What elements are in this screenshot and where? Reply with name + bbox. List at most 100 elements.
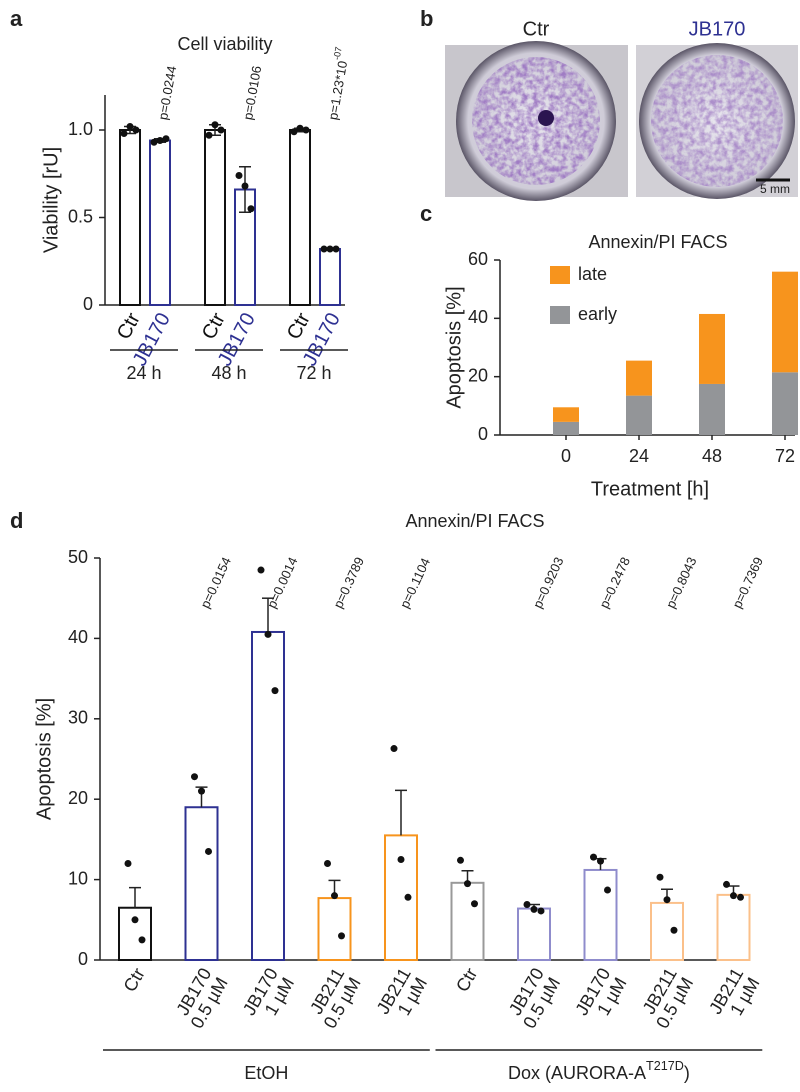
data-point [331, 892, 338, 900]
x-tick-label: JB2110.5 µM [303, 964, 364, 1031]
x-tick-label: Ctr [119, 964, 148, 995]
y-tick-label: 40 [68, 627, 88, 647]
panel-label: b [420, 6, 433, 31]
y-tick-label: 0 [78, 949, 88, 969]
p-value-text: p=0.3789 [331, 555, 368, 611]
x-tick-label: 24 [629, 446, 649, 466]
p-value-text: p=0.0244 [156, 65, 180, 121]
data-point [211, 121, 219, 129]
data-point [162, 135, 170, 143]
legend-swatch [550, 306, 570, 324]
bar-segment [553, 421, 579, 435]
data-point [670, 926, 678, 934]
data-point [264, 630, 272, 638]
x-tick-label: 0 [561, 446, 571, 466]
legend-swatch [550, 266, 570, 284]
x-tick-label: JB1700.5 µM [503, 964, 564, 1031]
bar [184, 806, 219, 961]
data-point [131, 916, 139, 924]
image-label: Ctr [523, 18, 550, 40]
group-label-text: 72 h [296, 363, 331, 383]
bar [716, 893, 751, 961]
bar [650, 901, 684, 962]
x-tick-label: Ctr [452, 964, 481, 995]
group-label-text: EtOH [244, 1063, 288, 1083]
data-point [737, 893, 744, 901]
data-point [332, 245, 340, 253]
group-label: 72 h [296, 363, 331, 383]
x-tick-label: 48 [702, 446, 722, 466]
panel-label: d [10, 508, 23, 533]
group-label: EtOH [244, 1063, 288, 1083]
p-value: p=1.23*10-07 [322, 46, 353, 121]
data-point [730, 892, 737, 900]
p-value: p=0.3789 [331, 555, 368, 611]
p-value: p=0.0244 [156, 65, 180, 121]
x-tick-label: JB2110.5 µM [636, 964, 697, 1031]
x-axis-label: Treatment [h] [591, 478, 709, 500]
bar [149, 139, 171, 306]
data-point [296, 124, 304, 132]
data-point [132, 126, 140, 134]
data-point [537, 907, 545, 915]
group-label-text: Dox (AURORA-A [508, 1063, 646, 1083]
p-value: p=0.8043 [663, 555, 700, 611]
data-point [338, 932, 345, 940]
data-point [257, 566, 265, 574]
chart-title: Annexin/PI FACS [405, 511, 544, 531]
p-value: p=0.7369 [730, 555, 767, 611]
data-point [150, 138, 158, 146]
data-point [604, 886, 611, 894]
x-tick-label-line: Ctr [452, 964, 481, 995]
data-point [471, 900, 478, 908]
data-point [326, 245, 334, 253]
stained-cells [472, 57, 600, 185]
data-point [191, 773, 198, 781]
bar-segment [626, 360, 652, 396]
p-value: p=0.0106 [241, 65, 265, 121]
p-value-text: p=1.23*10 [326, 60, 351, 121]
data-point [235, 172, 243, 179]
bar [583, 868, 618, 962]
data-point [247, 205, 255, 213]
data-point [523, 901, 531, 909]
bar [118, 906, 152, 961]
group-label: 48 h [211, 363, 246, 383]
group-label-after: ) [684, 1063, 690, 1083]
x-tick-label-line: Ctr [119, 964, 148, 995]
chart-title: Annexin/PI FACS [588, 232, 727, 252]
x-tick-label: 72 [775, 446, 795, 466]
y-tick-label: 40 [468, 307, 488, 327]
bar-segment [553, 407, 579, 422]
p-value-text: p=0.7369 [730, 555, 767, 611]
y-tick-label: 50 [68, 547, 88, 567]
plate-images: 5 mm Ctr JB170 [445, 18, 798, 201]
data-point [590, 853, 597, 861]
bar [119, 129, 141, 306]
group-label-text: 48 h [211, 363, 246, 383]
y-tick-label: 60 [468, 249, 488, 269]
bar [384, 834, 418, 962]
x-tick-label: JB1701 µM [239, 964, 298, 1028]
chart-title: Cell viability [177, 34, 272, 54]
data-point [302, 126, 310, 134]
data-point [597, 857, 604, 865]
bar-segment [626, 395, 652, 435]
p-value-text: p=0.1104 [397, 556, 433, 611]
data-point [290, 128, 298, 136]
bar [317, 897, 352, 961]
bar [251, 630, 285, 962]
data-point [271, 687, 279, 695]
stained-center [538, 110, 554, 126]
scale-bar-label: 5 mm [760, 182, 790, 196]
p-value-sup: -07 [332, 46, 344, 61]
x-tick-label: JB2111 µM [705, 964, 764, 1026]
y-axis-label: Apoptosis [%] [443, 286, 465, 408]
data-point [464, 880, 471, 888]
p-value-text: p=0.8043 [663, 555, 700, 611]
legend-label: early [578, 304, 617, 324]
bar-segment [772, 372, 798, 435]
panel-label: a [10, 6, 23, 31]
data-point [324, 860, 331, 868]
